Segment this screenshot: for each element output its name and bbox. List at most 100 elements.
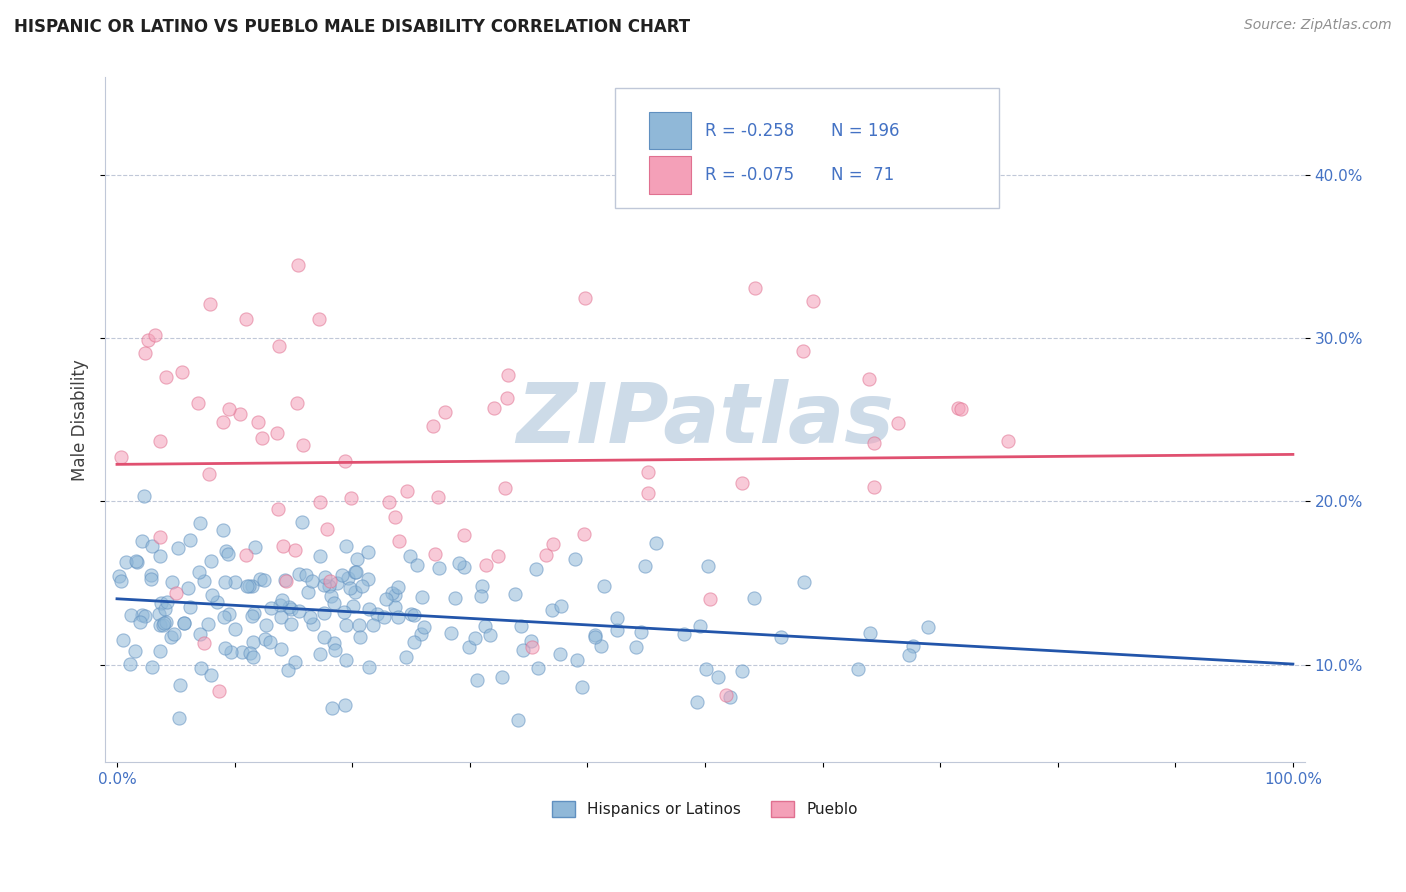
Point [512, 643, 534, 657]
Point [887, 416, 910, 430]
Point [352, 579, 374, 593]
Point [550, 599, 572, 613]
Point [482, 401, 505, 416]
Point [471, 579, 494, 593]
Point [242, 634, 264, 648]
Point [321, 700, 343, 714]
Point [259, 635, 281, 649]
Point [314, 570, 336, 584]
Point [342, 599, 364, 613]
Point [212, 523, 235, 537]
FancyBboxPatch shape [614, 87, 998, 208]
Point [270, 641, 292, 656]
Point [381, 586, 404, 600]
Point [288, 566, 311, 581]
Point [395, 483, 418, 498]
Point [179, 533, 201, 548]
Point [479, 628, 502, 642]
Point [606, 623, 628, 637]
Text: N = 196: N = 196 [831, 121, 900, 139]
Point [197, 616, 219, 631]
Point [401, 607, 423, 621]
Point [706, 670, 728, 684]
Point [673, 626, 696, 640]
Point [242, 650, 264, 665]
Point [571, 680, 593, 694]
Point [406, 558, 429, 573]
FancyBboxPatch shape [648, 156, 690, 194]
Point [689, 619, 711, 633]
Point [395, 649, 418, 664]
Point [312, 631, 335, 645]
Point [793, 574, 815, 589]
Point [503, 587, 526, 601]
Point [284, 655, 307, 669]
Point [357, 545, 380, 559]
Point [475, 558, 498, 572]
Point [495, 392, 517, 406]
Point [388, 534, 411, 549]
Point [134, 608, 156, 623]
Point [238, 579, 260, 593]
Point [325, 575, 347, 590]
Point [335, 653, 357, 667]
Point [169, 711, 191, 725]
Point [187, 566, 209, 580]
Point [314, 606, 336, 620]
Point [149, 617, 172, 632]
Point [110, 574, 132, 588]
Point [187, 396, 209, 410]
Point [267, 501, 290, 516]
Point [297, 584, 319, 599]
Legend: Hispanics or Latinos, Pueblo: Hispanics or Latinos, Pueblo [546, 795, 865, 823]
Point [591, 639, 613, 653]
Point [453, 560, 475, 574]
Point [583, 628, 606, 642]
Point [318, 579, 340, 593]
Point [193, 574, 215, 589]
Point [630, 625, 652, 640]
Point [198, 467, 221, 481]
Point [946, 401, 969, 415]
Point [280, 617, 302, 632]
Point [231, 645, 253, 659]
Point [163, 627, 186, 641]
Point [141, 539, 163, 553]
Point [193, 635, 215, 649]
Point [332, 605, 354, 619]
Point [697, 559, 720, 574]
Point [167, 541, 190, 556]
Point [214, 574, 236, 589]
Text: Source: ZipAtlas.com: Source: ZipAtlas.com [1244, 18, 1392, 32]
Point [366, 607, 388, 621]
Point [224, 574, 246, 589]
Point [152, 617, 174, 632]
Point [136, 333, 159, 347]
Point [443, 591, 465, 605]
Point [200, 554, 222, 568]
Point [219, 645, 242, 659]
Point [235, 312, 257, 326]
Text: ZIPatlas: ZIPatlas [516, 379, 894, 460]
Point [637, 486, 659, 500]
Point [243, 607, 266, 621]
Point [148, 644, 170, 658]
Point [149, 549, 172, 564]
Point [292, 437, 315, 451]
Point [118, 657, 141, 671]
Point [188, 516, 211, 531]
Point [309, 495, 332, 509]
Point [271, 539, 294, 553]
Point [520, 634, 543, 648]
Point [266, 425, 288, 440]
Point [240, 579, 263, 593]
Point [402, 607, 425, 622]
Point [534, 549, 557, 563]
Point [950, 402, 973, 417]
Point [229, 407, 252, 421]
Point [344, 565, 367, 579]
Point [308, 311, 330, 326]
Point [284, 542, 307, 557]
Point [686, 695, 709, 709]
Point [387, 580, 409, 594]
